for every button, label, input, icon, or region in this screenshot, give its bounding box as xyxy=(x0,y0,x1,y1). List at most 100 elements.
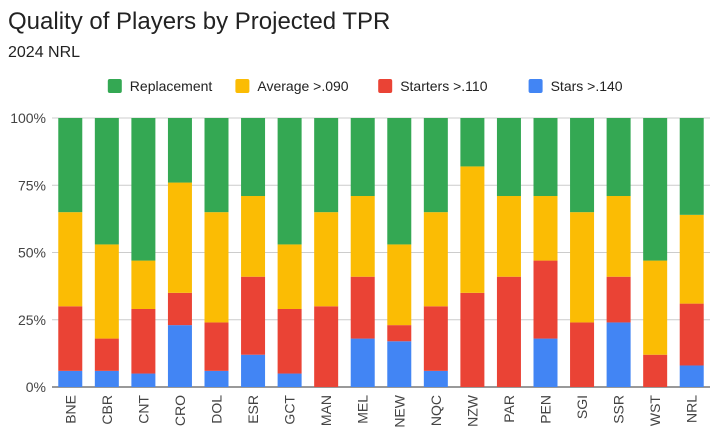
x-tick-label: MAN xyxy=(318,395,334,426)
bar-segment-man-0 xyxy=(314,118,339,213)
bar-segment-mel-0 xyxy=(350,118,375,197)
x-tick-label: CBR xyxy=(99,395,115,425)
bar-segment-pen-1 xyxy=(533,196,558,261)
y-tick-label: 25% xyxy=(18,312,46,328)
bar-segment-sgi-2 xyxy=(570,322,595,387)
bar-segment-new-2 xyxy=(387,325,412,342)
x-tick-label: NEW xyxy=(391,394,407,427)
bar-segment-gct-1 xyxy=(277,244,302,309)
bar-segment-pen-2 xyxy=(533,260,558,339)
bar-segment-nrl-2 xyxy=(679,303,704,366)
legend-swatch xyxy=(528,79,543,93)
bar-segment-wst-1 xyxy=(643,260,668,355)
x-tick-label: MEL xyxy=(355,395,371,424)
bar-segment-cnt-2 xyxy=(131,308,156,374)
bar-segment-cro-2 xyxy=(167,292,192,326)
bar-segment-nrl-1 xyxy=(679,214,704,304)
x-tick-label: NQC xyxy=(428,395,444,426)
bar-segment-par-0 xyxy=(496,118,521,197)
bar-segment-dol-0 xyxy=(204,118,229,213)
y-tick-label: 100% xyxy=(10,110,46,126)
x-tick-label: WST xyxy=(647,395,663,427)
x-tick-label: NZW xyxy=(464,394,480,427)
bar-segment-nzw-0 xyxy=(460,118,485,167)
bar-segment-gct-2 xyxy=(277,308,302,374)
bar-segment-dol-2 xyxy=(204,322,229,371)
bar-segment-dol-1 xyxy=(204,212,229,323)
bar-segment-esr-3 xyxy=(241,354,266,387)
x-tick-label: CNT xyxy=(135,395,151,424)
bar-segment-wst-2 xyxy=(643,354,668,387)
bar-segment-cbr-1 xyxy=(94,244,119,339)
y-tick-label: 0% xyxy=(26,379,46,395)
bar-segment-cbr-0 xyxy=(94,118,119,245)
bar-segment-cbr-3 xyxy=(94,370,119,387)
bar-segment-cro-3 xyxy=(167,325,192,387)
bar-segment-gct-0 xyxy=(277,118,302,245)
x-tick-label: SSR xyxy=(611,395,627,424)
legend-label: Starters >.110 xyxy=(400,78,488,94)
bar-segment-cnt-3 xyxy=(131,373,156,387)
bar-segment-cnt-1 xyxy=(131,260,156,309)
bar-segment-nrl-0 xyxy=(679,118,704,215)
bar-segment-bne-2 xyxy=(58,306,83,371)
bar-segment-bne-1 xyxy=(58,212,83,307)
bar-segment-nqc-2 xyxy=(423,306,448,371)
bar-segment-man-1 xyxy=(314,212,339,307)
bars: BNE CBR CNT CRO DOL ESR GCT MAN MEL NEW NQC NZW PAR P… xyxy=(58,118,704,428)
legend-label: Replacement xyxy=(130,78,213,94)
x-tick-label: NRL xyxy=(684,395,700,423)
x-tick-label: ESR xyxy=(245,395,261,424)
bar-segment-new-3 xyxy=(387,341,412,387)
bar-segment-esr-2 xyxy=(241,276,266,355)
legend-label: Stars >.140 xyxy=(551,78,623,94)
bar-segment-dol-3 xyxy=(204,370,229,387)
bar-segment-gct-3 xyxy=(277,373,302,387)
bar-segment-cnt-0 xyxy=(131,118,156,261)
legend-swatch xyxy=(235,79,250,93)
bar-segment-bne-3 xyxy=(58,370,83,387)
bar-segment-cro-0 xyxy=(167,118,192,183)
bar-segment-sgi-0 xyxy=(570,118,595,213)
bar-segment-new-1 xyxy=(387,244,412,326)
bar-segment-pen-0 xyxy=(533,118,558,197)
bar-segment-pen-3 xyxy=(533,338,558,387)
bar-segment-new-0 xyxy=(387,118,412,245)
gridlines: 0% 25% 50% 75% 100% xyxy=(10,110,710,395)
bar-segment-wst-0 xyxy=(643,118,668,261)
bar-segment-nqc-1 xyxy=(423,212,448,307)
x-tick-label: BNE xyxy=(62,395,78,424)
bar-segment-ssr-1 xyxy=(606,196,631,277)
bar-segment-ssr-2 xyxy=(606,276,631,323)
legend: Replacement Average >.090 Starters >.110 St… xyxy=(107,78,623,94)
bar-segment-esr-1 xyxy=(241,196,266,277)
x-tick-label: CRO xyxy=(172,395,188,426)
legend-swatch xyxy=(378,79,393,93)
y-tick-label: 50% xyxy=(18,245,46,261)
bar-segment-man-2 xyxy=(314,306,339,387)
bar-segment-nqc-3 xyxy=(423,370,448,387)
bar-segment-nrl-3 xyxy=(679,365,704,387)
chart-title: Quality of Players by Projected TPR xyxy=(8,8,391,35)
bar-segment-sgi-1 xyxy=(570,212,595,323)
bar-segment-par-1 xyxy=(496,196,521,277)
bar-segment-mel-2 xyxy=(350,276,375,339)
x-tick-label: PAR xyxy=(501,395,517,423)
bar-segment-nzw-1 xyxy=(460,166,485,293)
bar-segment-esr-0 xyxy=(241,118,266,197)
bar-segment-ssr-3 xyxy=(606,322,631,387)
legend-label: Average >.090 xyxy=(257,78,348,94)
bar-segment-cro-1 xyxy=(167,182,192,293)
bar-segment-bne-0 xyxy=(58,118,83,213)
bar-segment-par-2 xyxy=(496,276,521,387)
bar-segment-nqc-0 xyxy=(423,118,448,213)
bar-segment-mel-3 xyxy=(350,338,375,387)
legend-swatch xyxy=(107,79,122,93)
chart-subtitle: 2024 NRL xyxy=(8,44,81,61)
bar-segment-mel-1 xyxy=(350,196,375,277)
x-tick-label: DOL xyxy=(209,395,225,424)
y-tick-label: 75% xyxy=(18,177,46,193)
bar-segment-ssr-0 xyxy=(606,118,631,197)
